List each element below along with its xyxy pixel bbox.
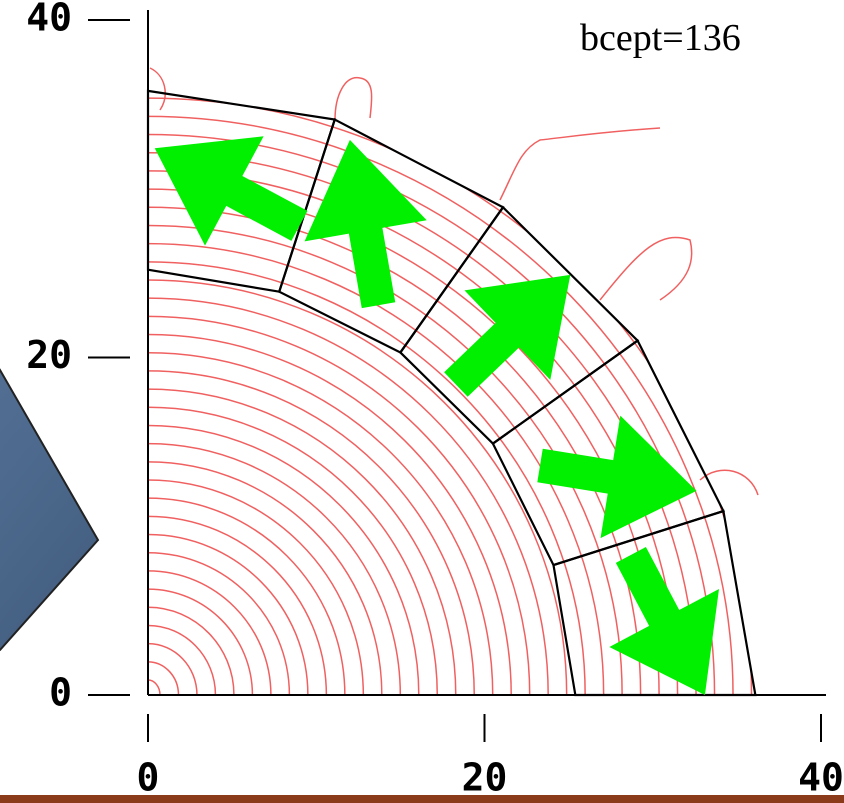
chart: 0 20 40 0 20 40 bcept=136 xyxy=(0,0,844,803)
contour-line xyxy=(148,189,659,695)
arrow xyxy=(155,136,308,245)
contour-line xyxy=(148,171,678,695)
contour-line xyxy=(148,498,345,695)
contour-line xyxy=(148,153,696,695)
x-tick-label: 20 xyxy=(462,756,508,800)
arrow xyxy=(444,275,570,397)
x-tick-label: 40 xyxy=(798,756,844,800)
y-tick-label: 0 xyxy=(49,671,72,715)
arrow xyxy=(609,547,719,695)
contour-line xyxy=(148,644,197,695)
outer-contour xyxy=(150,68,758,495)
decor-diamond xyxy=(0,370,98,690)
page: 0204002040bcept=136 (() => { const data … xyxy=(0,0,844,803)
contour-line xyxy=(148,407,437,695)
chart-title: bcept=136 xyxy=(580,17,741,59)
contour-line xyxy=(148,662,178,695)
y-tick-label: 20 xyxy=(26,333,72,377)
x-tick-label: 0 xyxy=(137,756,160,800)
arrow xyxy=(305,140,427,308)
contour-line xyxy=(148,480,363,695)
y-tick-label: 40 xyxy=(26,0,72,40)
arrow xyxy=(537,416,696,538)
contour-line xyxy=(148,589,252,695)
contour-line xyxy=(148,535,308,695)
contour-line xyxy=(148,553,289,695)
contour-line xyxy=(148,625,215,695)
bottom-bar xyxy=(0,795,844,803)
contour-line xyxy=(148,680,160,695)
